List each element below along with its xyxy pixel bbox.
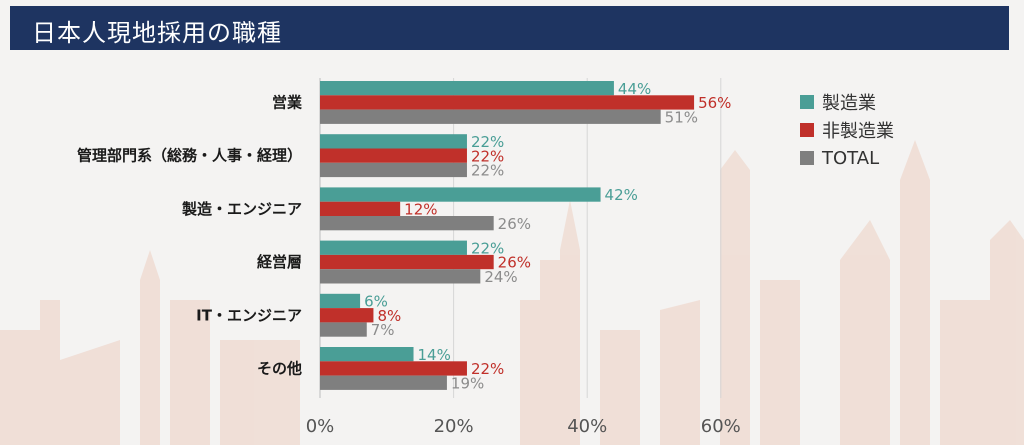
legend-label-total: TOTAL	[822, 147, 880, 169]
data-label: 12%	[404, 201, 437, 219]
bar-mfg	[320, 240, 467, 255]
bar-total	[320, 269, 481, 284]
bar-total	[320, 162, 467, 178]
page-title: 日本人現地採用の職種	[32, 19, 282, 47]
bar-nonmfg	[320, 95, 695, 110]
data-label: 44%	[618, 80, 651, 98]
chart-legend: 製造業 非製造業 TOTAL	[800, 88, 894, 172]
data-label: 26%	[498, 254, 531, 272]
legend-swatch-non-manufacturing	[800, 123, 814, 137]
bar-total	[320, 322, 367, 337]
bar-mfg	[320, 187, 601, 202]
x-tick-label: 20%	[434, 416, 474, 437]
bar-mfg	[320, 293, 361, 309]
data-label: 24%	[484, 268, 517, 286]
data-label: 7%	[371, 321, 395, 339]
bar-nonmfg	[320, 361, 467, 376]
data-label: 26%	[498, 215, 531, 233]
bar-nonmfg	[320, 148, 467, 163]
title-banner: 日本人現地採用の職種	[10, 6, 1009, 50]
data-label: 14%	[418, 346, 451, 364]
bar-total	[320, 216, 494, 231]
data-label: 8%	[377, 307, 401, 325]
legend-label-manufacturing: 製造業	[822, 93, 876, 114]
x-tick-label: 40%	[567, 416, 607, 437]
legend-swatch-manufacturing	[800, 95, 814, 109]
bar-total	[320, 375, 447, 390]
data-label: 51%	[665, 108, 698, 126]
category-label: 営業	[272, 93, 303, 111]
bar-mfg	[320, 347, 414, 362]
category-label: IT・エンジニア	[196, 306, 302, 324]
data-label: 6%	[364, 293, 388, 311]
legend-item-manufacturing: 製造業	[800, 88, 894, 116]
bar-mfg	[320, 134, 467, 149]
category-label: 管理部門系（総務・人事・経理）	[77, 147, 302, 165]
legend-label-non-manufacturing: 非製造業	[822, 121, 894, 142]
legend-item-total: TOTAL	[800, 144, 894, 172]
bar-nonmfg	[320, 254, 494, 270]
category-label: 製造・エンジニア	[181, 200, 302, 218]
x-tick-label: 60%	[701, 416, 741, 437]
data-label: 22%	[471, 147, 504, 165]
data-label: 22%	[471, 162, 504, 180]
data-label: 22%	[471, 133, 504, 151]
data-label: 22%	[471, 239, 504, 257]
category-label: その他	[257, 359, 302, 377]
data-label: 42%	[605, 186, 638, 204]
category-label: 経営層	[257, 253, 302, 271]
bar-mfg	[320, 81, 614, 96]
legend-item-non-manufacturing: 非製造業	[800, 116, 894, 144]
data-label: 22%	[471, 360, 504, 378]
data-label: 19%	[451, 374, 484, 392]
bar-nonmfg	[320, 308, 374, 323]
data-label: 56%	[698, 94, 731, 112]
legend-swatch-total	[800, 151, 814, 165]
bar-total	[320, 109, 661, 124]
x-tick-label: 0%	[306, 416, 335, 437]
bar-nonmfg	[320, 201, 401, 216]
